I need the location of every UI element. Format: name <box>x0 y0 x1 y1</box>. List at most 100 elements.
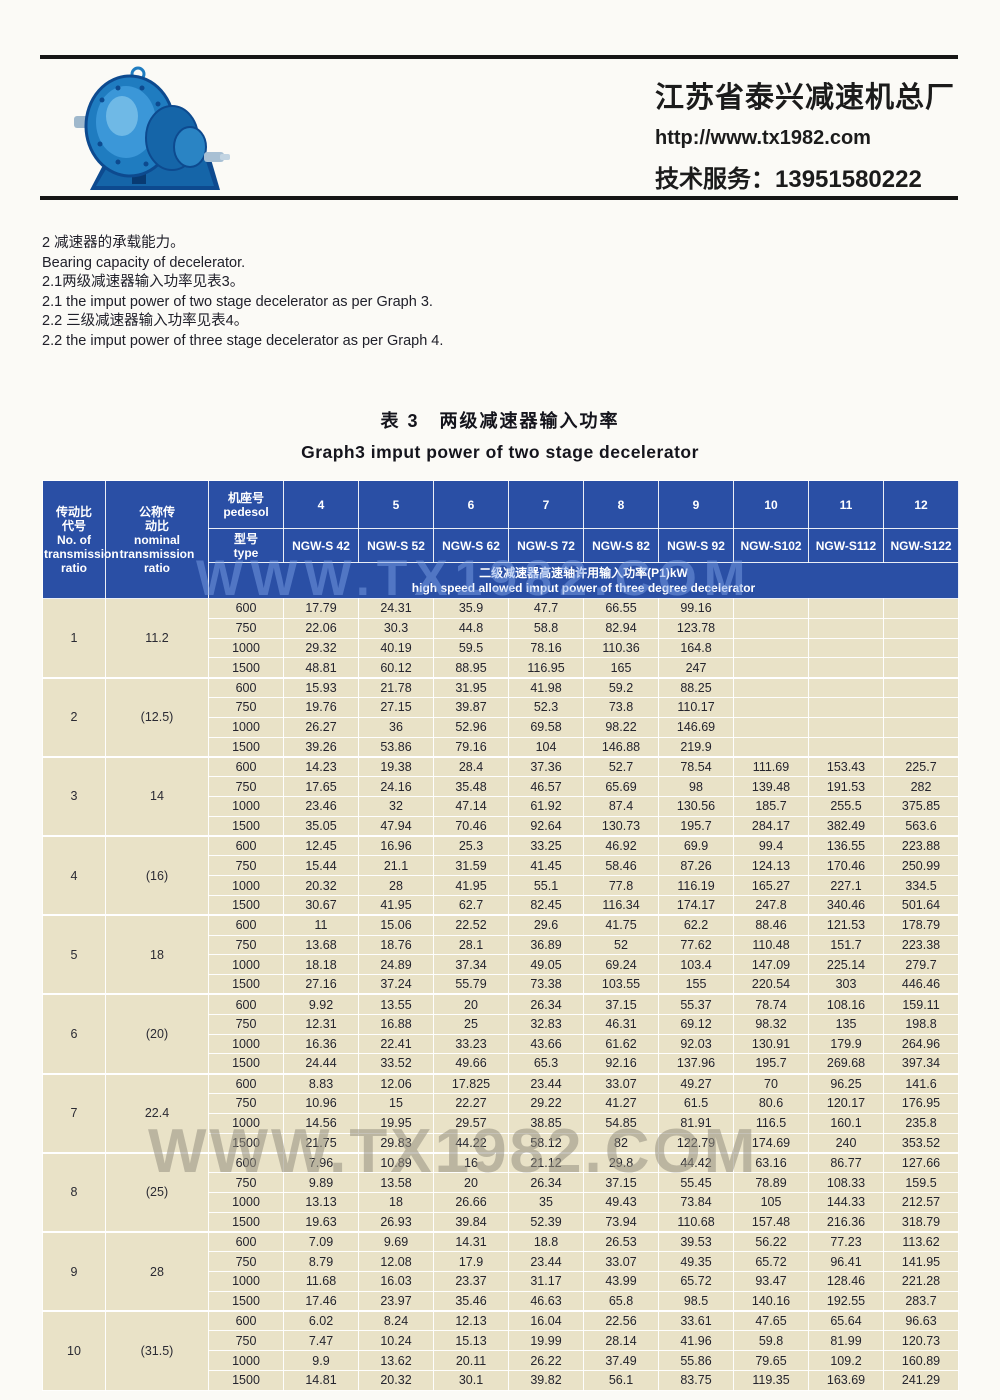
power-value-cell: 16.03 <box>358 1271 434 1292</box>
service-phone: 技术服务：13951580222 <box>655 166 922 193</box>
power-value-cell: 58.46 <box>583 855 659 877</box>
power-value-cell: 41.95 <box>358 894 434 916</box>
power-value-cell: 88.95 <box>433 657 509 679</box>
input-speed-cell: 1500 <box>208 1370 284 1391</box>
transmission-ratio-no: 6 <box>42 993 106 1075</box>
col-header-pedestal: 机座号 pedesol <box>208 480 284 529</box>
power-value-cell: 14.56 <box>283 1112 359 1134</box>
input-speed-cell: 600 <box>208 755 284 778</box>
power-value-cell: 29.22 <box>508 1092 584 1114</box>
input-speed-cell: 1500 <box>208 815 284 837</box>
power-value-cell: 28.1 <box>433 934 509 956</box>
power-value-cell: 33.23 <box>433 1033 509 1055</box>
power-value-cell: 55.45 <box>658 1172 734 1193</box>
power-value-cell: 21.1 <box>358 855 434 877</box>
col-header-transmission-no: 传动比 代号 No. of transmission ratio <box>42 480 119 599</box>
power-value-cell: 77.23 <box>808 1231 884 1253</box>
power-value-cell: 179.9 <box>808 1033 884 1055</box>
input-speed-cell: 750 <box>208 1013 284 1035</box>
power-value-cell: 29.57 <box>433 1112 509 1134</box>
power-value-cell: 104 <box>508 736 584 758</box>
power-value-cell: 227.1 <box>808 875 884 896</box>
input-speed-cell: 600 <box>208 1231 284 1253</box>
power-value-cell: 77.62 <box>658 934 734 956</box>
power-value-cell: 22.52 <box>433 914 509 936</box>
power-value-cell: 20 <box>433 1172 509 1193</box>
power-value-cell <box>733 657 809 679</box>
power-value-cell: 13.13 <box>283 1191 359 1213</box>
power-value-cell: 96.63 <box>883 1310 959 1332</box>
input-speed-cell: 750 <box>208 934 284 956</box>
power-value-cell: 9.92 <box>283 993 359 1015</box>
input-speed-cell: 750 <box>208 1172 284 1193</box>
power-value-cell: 141.95 <box>883 1251 959 1273</box>
company-website: http://www.tx1982.com <box>655 127 871 149</box>
intro-line: Bearing capacity of decelerator. <box>42 254 246 271</box>
table-row: 1000 23.46 32 47.14 61.92 87.4 130.56 185.7 255.… <box>43 795 959 817</box>
input-speed-cell: 1000 <box>208 716 284 738</box>
intro-text: 2 减速器的承载能力。 Bearing capacity of decelera… <box>42 234 443 351</box>
power-value-cell <box>883 598 959 619</box>
power-value-cell: 8.79 <box>283 1251 359 1273</box>
input-speed-cell: 600 <box>208 835 284 857</box>
pedestal-number-cell: 10 <box>733 480 809 529</box>
transmission-ratio-no: 4 <box>42 835 106 916</box>
power-value-cell: 39.53 <box>658 1231 734 1253</box>
power-value-cell: 98.32 <box>733 1013 809 1035</box>
power-value-cell: 82.94 <box>583 617 659 639</box>
power-value-cell: 24.31 <box>358 598 434 619</box>
power-value-cell: 54.85 <box>583 1112 659 1134</box>
input-speed-cell: 1000 <box>208 1350 284 1372</box>
input-speed-cell: 1000 <box>208 1112 284 1134</box>
power-value-cell: 165.27 <box>733 875 809 896</box>
power-value-cell: 283.7 <box>883 1290 959 1312</box>
power-value-cell: 79.16 <box>433 736 509 758</box>
power-value-cell: 55.1 <box>508 875 584 896</box>
power-value-cell: 96.41 <box>808 1251 884 1273</box>
nominal-transmission-ratio: 11.2 <box>105 597 209 679</box>
power-value-cell: 33.61 <box>658 1310 734 1332</box>
power-value-cell: 78.16 <box>508 637 584 659</box>
power-value-cell: 70 <box>733 1072 809 1094</box>
pedestal-number-cell: 5 <box>358 480 434 529</box>
power-value-cell: 176.95 <box>883 1092 959 1114</box>
power-value-cell <box>808 676 884 698</box>
input-speed-cell: 750 <box>208 855 284 877</box>
power-value-cell: 8.83 <box>283 1072 359 1094</box>
input-speed-cell: 1500 <box>208 974 284 995</box>
power-value-cell: 27.15 <box>358 696 434 718</box>
power-value-cell: 26.34 <box>508 993 584 1015</box>
table-row: 9 28 600 7.09 9.69 14.31 18.8 26.53 39.53 56.22 77… <box>42 1230 959 1312</box>
power-value-cell: 39.84 <box>433 1211 509 1233</box>
power-value-cell: 279.7 <box>883 954 959 976</box>
input-speed-cell: 600 <box>208 1310 284 1332</box>
col-header-type: 型号 type <box>208 528 284 563</box>
power-value-cell: 47.14 <box>433 795 509 817</box>
power-value-cell: 58.12 <box>508 1132 584 1154</box>
power-value-cell: 61.62 <box>583 1033 659 1055</box>
power-value-cell: 219.9 <box>658 736 734 758</box>
input-speed-cell: 750 <box>208 617 284 639</box>
power-value-cell: 55.79 <box>433 974 509 995</box>
power-value-cell: 82.45 <box>508 894 584 916</box>
power-value-cell: 27.16 <box>283 974 359 995</box>
power-value-cell: 14.81 <box>283 1370 359 1391</box>
power-value-cell: 58.8 <box>508 617 584 639</box>
power-value-cell: 88.25 <box>658 676 734 698</box>
power-value-cell: 26.22 <box>508 1350 584 1372</box>
power-value-cell: 73.94 <box>583 1211 659 1233</box>
col-header-nominal-ratio: 公称传 动比 nominal transmission ratio <box>105 480 209 599</box>
power-value-cell: 78.89 <box>733 1172 809 1193</box>
power-value-cell: 41.95 <box>433 875 509 896</box>
power-value-cell: 46.92 <box>583 835 659 857</box>
power-value-cell: 69.9 <box>658 835 734 857</box>
power-value-cell: 10.96 <box>283 1092 359 1114</box>
power-value-cell: 153.43 <box>808 755 884 778</box>
power-value-cell: 103.55 <box>583 974 659 995</box>
power-value-cell: 192.55 <box>808 1290 884 1312</box>
power-subheader: 二级减速器高速轴许用输入功率(P1)kW high speed allowed … <box>208 562 959 599</box>
power-value-cell: 47.7 <box>508 598 584 619</box>
nominal-transmission-ratio: (31.5) <box>105 1310 209 1391</box>
input-speed-cell: 1000 <box>208 954 284 976</box>
power-value-cell: 147.09 <box>733 954 809 976</box>
